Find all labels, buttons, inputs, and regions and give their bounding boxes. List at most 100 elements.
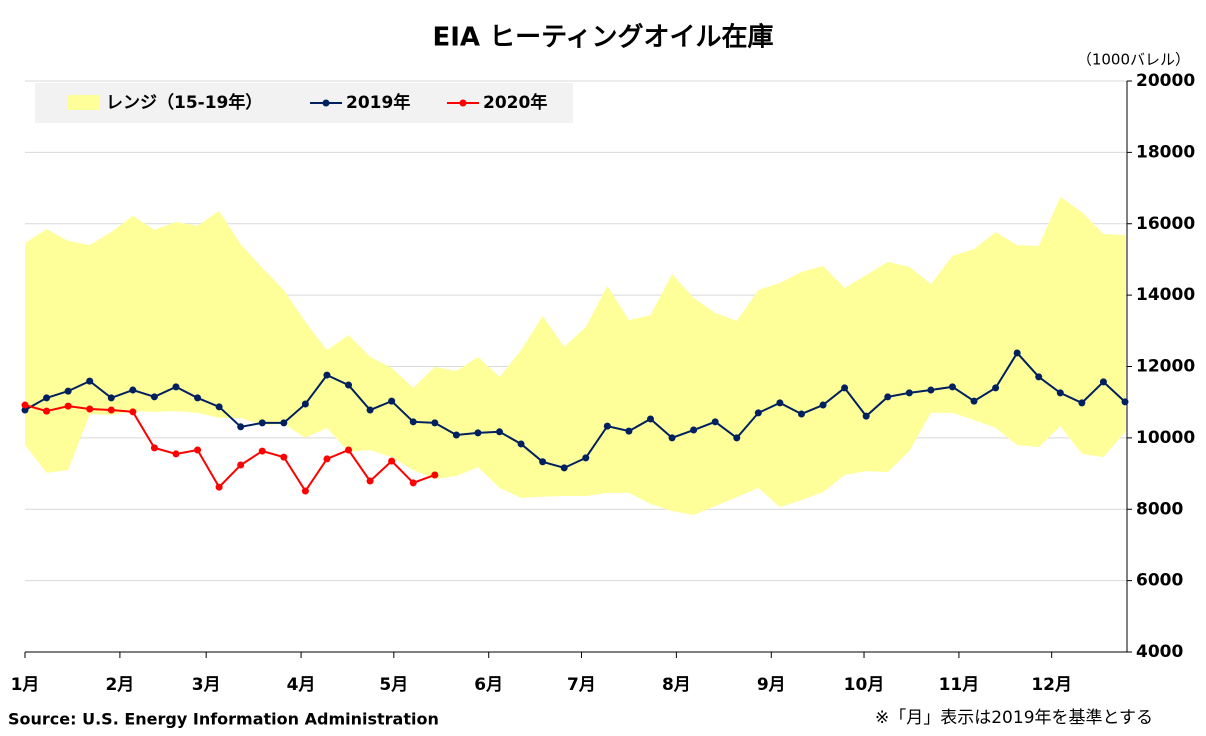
point: [733, 434, 741, 442]
legend-marker: [322, 99, 330, 107]
point: [150, 393, 158, 401]
point: [388, 457, 396, 465]
point: [258, 447, 266, 455]
x-tick-label: 7月: [567, 675, 596, 695]
point: [323, 371, 331, 379]
y-tick-label: 14000: [1136, 285, 1195, 305]
point: [323, 455, 331, 463]
point: [107, 406, 115, 414]
source: Source: U.S. Energy Information Administ…: [8, 710, 439, 729]
point: [819, 401, 827, 409]
point: [194, 394, 202, 402]
point: [754, 409, 762, 417]
point: [970, 397, 978, 405]
x-tick-label: 1月: [11, 675, 40, 695]
x-tick-label: 4月: [287, 675, 316, 695]
legend-label: 2020年: [483, 92, 547, 113]
point: [388, 397, 396, 405]
point: [474, 429, 482, 437]
point: [409, 418, 417, 426]
point: [1035, 373, 1043, 381]
point: [862, 412, 870, 420]
point: [172, 383, 180, 391]
point: [64, 387, 72, 395]
range-area: [25, 196, 1125, 515]
point: [646, 415, 654, 423]
point: [301, 400, 309, 408]
point: [86, 405, 94, 413]
x-tick-label: 10月: [844, 675, 885, 695]
y-tick-label: 4000: [1136, 642, 1183, 662]
x-tick-label: 6月: [474, 675, 503, 695]
series-line: [24, 351, 1126, 469]
point: [172, 450, 180, 458]
point: [668, 434, 676, 442]
legend-swatch: [68, 95, 100, 110]
point: [927, 386, 935, 394]
point: [237, 423, 245, 431]
y-tick-label: 12000: [1136, 357, 1195, 377]
point: [64, 402, 72, 410]
point: [1056, 389, 1064, 397]
point: [21, 406, 29, 414]
legend-label: 2019年: [346, 92, 410, 113]
point: [280, 453, 288, 461]
point: [366, 406, 374, 414]
point: [280, 419, 288, 427]
point: [194, 446, 202, 454]
point: [1099, 378, 1107, 386]
point: [496, 428, 504, 436]
point: [215, 403, 223, 411]
point: [258, 419, 266, 427]
y-tick-label: 8000: [1136, 499, 1183, 519]
point: [603, 422, 611, 430]
point: [884, 393, 892, 401]
point: [776, 399, 784, 407]
point: [1078, 399, 1086, 407]
point: [107, 394, 115, 402]
point: [711, 418, 719, 426]
y-tick-label: 18000: [1136, 142, 1195, 162]
point: [237, 461, 245, 469]
note: ※「月」表示は2019年を基準とする: [875, 708, 1153, 728]
point: [86, 377, 94, 385]
point: [560, 464, 568, 472]
y-tick-label: 10000: [1136, 428, 1195, 448]
point: [1013, 349, 1021, 357]
point: [215, 483, 223, 491]
series-line: [24, 404, 436, 493]
x-tick-label: 3月: [192, 675, 221, 695]
chart-title: EIA ヒーティングオイル在庫: [432, 23, 773, 53]
x-tick-label: 11月: [939, 675, 980, 695]
legend-marker: [459, 99, 467, 107]
point: [1121, 398, 1129, 406]
point: [690, 426, 698, 434]
point: [992, 384, 1000, 392]
point: [452, 431, 460, 439]
x-tick-label: 12月: [1031, 675, 1072, 695]
y-tick-label: 16000: [1136, 214, 1195, 234]
legend-label: レンジ（15-19年）: [106, 92, 262, 113]
y-unit: （1000バレル）: [1077, 51, 1190, 69]
point: [582, 454, 590, 462]
x-tick-label: 5月: [379, 675, 408, 695]
legend-box: [35, 83, 573, 123]
point: [431, 419, 439, 427]
point: [539, 458, 547, 466]
y-tick-label: 20000: [1136, 71, 1195, 91]
point: [905, 389, 913, 397]
point: [409, 479, 417, 487]
x-tick-label: 2月: [105, 675, 134, 695]
point: [150, 444, 158, 452]
point: [517, 440, 525, 448]
point: [21, 401, 29, 409]
point: [841, 384, 849, 392]
point: [366, 477, 374, 485]
x-tick-label: 8月: [662, 675, 691, 695]
point: [129, 408, 137, 416]
point: [43, 407, 51, 415]
point: [625, 427, 633, 435]
point: [301, 487, 309, 495]
point: [948, 383, 956, 391]
